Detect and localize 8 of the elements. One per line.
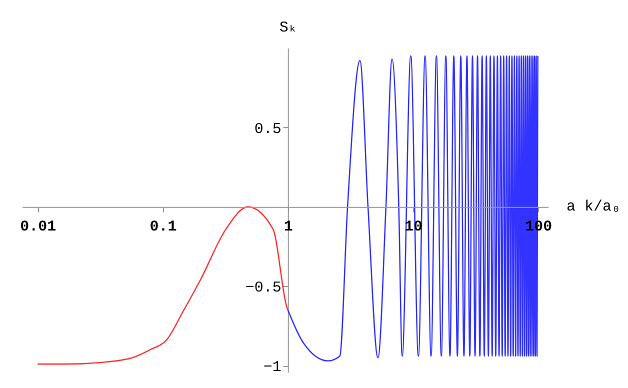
y-tick-label: −0.5 <box>245 280 282 297</box>
y-tick-label: 0.5 <box>254 120 282 138</box>
y-axis-title: Sₖ <box>279 20 298 36</box>
x-axis-title: a k/a₀ <box>566 198 621 216</box>
y-tick-label: −1 <box>263 359 282 376</box>
x-tick-label: 1 <box>284 218 293 236</box>
x-tick-label: 0.01 <box>20 218 56 236</box>
x-tick-label: 0.1 <box>150 218 177 236</box>
